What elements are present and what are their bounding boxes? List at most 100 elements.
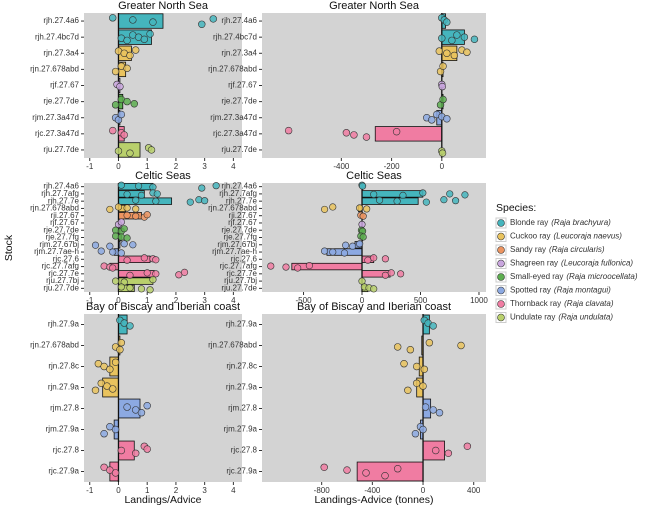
y-tick-label: rju.27.7bj — [46, 276, 79, 285]
y-tick-label: rjn.27.8c — [226, 362, 257, 371]
x-tick-label: 1 — [145, 162, 150, 171]
point — [140, 254, 148, 262]
y-tick-label: rjh.27.4a6 — [221, 16, 257, 25]
point — [120, 225, 128, 233]
point — [435, 409, 444, 417]
point — [448, 36, 456, 45]
point — [149, 276, 157, 284]
point — [450, 51, 459, 60]
y-tick-label: rjc.27.9a — [226, 467, 257, 476]
y-tick-label: rji.27.67 — [229, 211, 258, 220]
point — [381, 472, 389, 480]
point — [123, 256, 131, 264]
point — [132, 46, 140, 54]
y-tick-label: rjh.27.4bc7d — [35, 32, 79, 41]
point — [114, 203, 123, 211]
point — [146, 286, 154, 294]
legend-latin: (Raja montagui) — [554, 286, 611, 295]
x-tick-label: 3 — [202, 296, 207, 305]
legend-name: Thornback ray — [510, 299, 561, 308]
legend-key — [497, 232, 505, 241]
point — [460, 33, 469, 41]
point — [143, 211, 151, 219]
point — [117, 110, 126, 119]
point — [132, 205, 140, 213]
point — [123, 64, 131, 73]
x-tick-label: 2 — [174, 296, 179, 305]
point — [461, 191, 469, 199]
legend-label: Small-eyed ray (Raja microocellata) — [510, 272, 638, 281]
y-tick-label: rju.27.7de — [221, 283, 257, 292]
point — [463, 442, 472, 450]
point — [363, 205, 371, 213]
point — [404, 386, 412, 394]
point — [111, 469, 120, 477]
point — [91, 386, 100, 394]
point — [109, 14, 117, 22]
point — [356, 240, 364, 248]
point — [321, 247, 329, 255]
point — [421, 403, 430, 411]
legend-label: Sandy ray (Raja circularis) — [510, 245, 605, 254]
legend-name: Blonde ray — [510, 218, 548, 227]
point — [425, 339, 434, 347]
x-tick-label: 1 — [145, 296, 150, 305]
point — [111, 425, 120, 434]
point — [400, 360, 408, 368]
point — [180, 268, 189, 276]
y-tick-label: rjn.27.678abd — [208, 341, 257, 350]
point — [439, 62, 447, 70]
point — [109, 126, 117, 135]
point — [114, 147, 123, 155]
panel-title: Celtic Seas — [135, 170, 191, 182]
point — [381, 255, 389, 263]
y-tick-label: rjc.27.8 — [53, 446, 80, 455]
point — [146, 30, 154, 38]
y-tick-label: rjf.27.67 — [50, 218, 79, 227]
point — [432, 446, 440, 455]
point — [370, 190, 378, 198]
x-tick-label: 0 — [116, 486, 121, 495]
legend-latin: (Raja brachyura) — [551, 218, 611, 227]
legend-latin: (Raja clavata) — [564, 299, 614, 308]
point — [397, 270, 405, 278]
point — [123, 403, 131, 411]
legend-name: Undulate ray — [510, 313, 555, 322]
x-tick-label: 2 — [174, 486, 179, 495]
y-tick-label: rje.27.7de — [43, 97, 79, 106]
panel-title: Bay of Biscay and Iberian coast — [86, 301, 240, 313]
x-tick-label: 1 — [145, 486, 150, 495]
bar — [118, 197, 173, 205]
y-tick-label: rjh.27.7afg — [219, 189, 257, 198]
point — [305, 262, 313, 270]
point — [153, 190, 161, 198]
point — [428, 116, 436, 124]
legend-key — [497, 259, 505, 268]
point — [412, 379, 421, 387]
x-axis-label: Landings-Advice (tonnes) — [314, 494, 433, 506]
legend-key — [497, 219, 505, 227]
point — [438, 82, 447, 91]
point — [132, 212, 140, 220]
point — [117, 446, 126, 455]
point — [350, 131, 358, 139]
point — [117, 218, 125, 226]
panel-title: Greater North Sea — [118, 0, 209, 12]
point — [130, 100, 138, 108]
point — [120, 240, 128, 248]
point — [419, 382, 427, 390]
y-tick-label: rjn.27.678abd — [208, 64, 257, 73]
point — [117, 181, 125, 189]
point — [126, 149, 134, 157]
point — [438, 34, 446, 42]
legend-key — [497, 286, 505, 295]
x-tick-label: 0 — [421, 486, 426, 495]
point — [411, 430, 420, 438]
y-tick-label: rjn.27.678abd — [30, 204, 79, 213]
y-tick-label: rje.27.7de — [221, 225, 257, 234]
point — [152, 270, 160, 278]
point — [393, 197, 401, 205]
point — [321, 205, 329, 213]
x-tick-label: 0 — [440, 162, 445, 171]
x-tick-label: 500 — [414, 296, 428, 305]
